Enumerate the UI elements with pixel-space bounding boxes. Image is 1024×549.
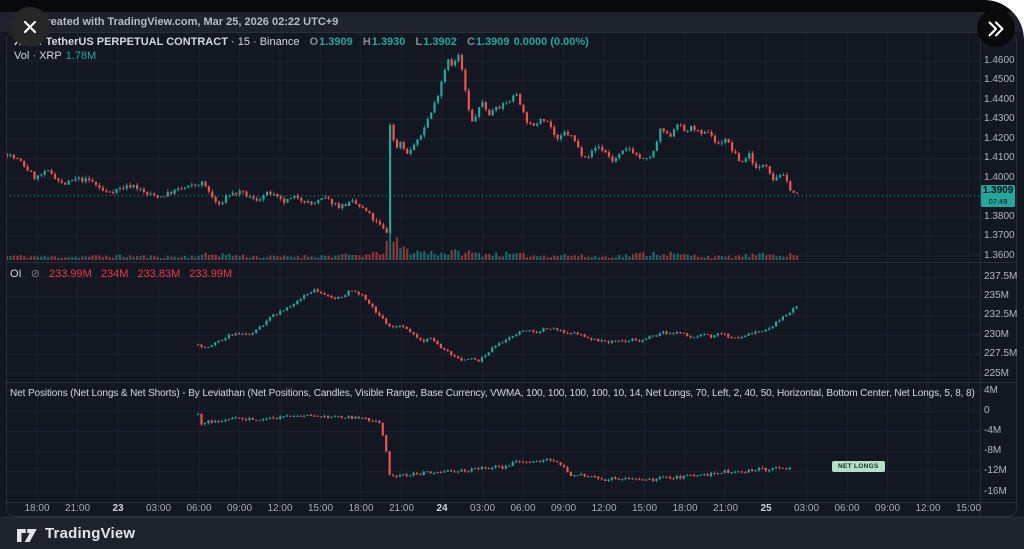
- time-tick-label: 09:00: [874, 503, 901, 514]
- time-tick-label: 12:00: [591, 503, 617, 514]
- collapse-panel-button[interactable]: [977, 9, 1015, 47]
- footer-bar: TradingView: [0, 517, 1024, 549]
- time-tick-label: 03:00: [145, 503, 172, 514]
- price-tick-label: 1.3700: [984, 230, 1015, 241]
- time-tick-label: 06:00: [186, 503, 212, 514]
- low-value: 1.3902: [423, 36, 457, 48]
- net-positions-title: Net Positions (Net Longs & Net Shorts) -…: [10, 388, 975, 399]
- open-label: O: [309, 36, 319, 48]
- hidden-value-icon: ⊘: [30, 268, 40, 280]
- time-tick-label: 12:00: [267, 503, 293, 514]
- time-tick-label: 15:00: [631, 503, 658, 514]
- bar-countdown: 07:49: [988, 196, 1008, 206]
- time-tick-label: 03:00: [469, 503, 496, 514]
- time-tick-label: 18:00: [348, 503, 374, 514]
- price-tick-label: 232.5M: [984, 309, 1018, 321]
- net-positions-legend: Net Positions (Net Longs & Net Shorts) -…: [10, 388, 976, 399]
- tradingview-logo-icon: [17, 528, 37, 542]
- price-tick-label: 1.4600: [984, 54, 1015, 66]
- oi-value: 233.83M: [137, 268, 181, 280]
- price-tick-label: 230M: [984, 328, 1010, 340]
- volume-value: 1.78M: [65, 50, 97, 62]
- attribution-bar: CVD created with TradingView.com, Mar 25…: [0, 12, 1024, 32]
- open-value: 1.3909: [319, 36, 353, 48]
- close-value: 1.3909: [475, 36, 510, 48]
- close-button[interactable]: [10, 7, 50, 47]
- net-longs-tag: NET LONGS: [832, 461, 885, 472]
- last-price-value: 1.3909: [982, 184, 1014, 196]
- price-tick-label: -12M: [984, 465, 1007, 477]
- price-tick-label: 1.4000: [984, 171, 1015, 183]
- price-tick-label: 1.4500: [984, 74, 1015, 85]
- price-tick-label: 1.4400: [984, 93, 1015, 105]
- time-tick-label: 25: [760, 503, 772, 514]
- price-tick-label: 1.4100: [984, 152, 1015, 163]
- open-interest-legend: OI ⊘ 233.99M 234M 233.83M 233.99M: [10, 267, 232, 280]
- time-tick-label: 15:00: [955, 503, 982, 514]
- oi-value: 234M: [100, 268, 129, 280]
- time-tick-label: 18:00: [672, 503, 698, 514]
- price-tick-label: 0: [984, 404, 990, 416]
- time-tick-label: 21:00: [64, 503, 91, 514]
- time-tick-label: 03:00: [793, 503, 820, 514]
- time-tick-label: 09:00: [550, 503, 577, 514]
- oi-value: 233.99M: [48, 268, 92, 280]
- last-price-badge: 1.3909 07:49: [981, 184, 1015, 207]
- volume-label: Vol · XRP: [14, 50, 62, 62]
- change-value: 0.0000 (0.00%): [513, 36, 589, 48]
- tradingview-wordmark: TradingView: [45, 525, 136, 542]
- time-tick-label: 24: [436, 503, 448, 514]
- price-tick-label: 1.3800: [984, 210, 1015, 222]
- price-tick-label: -8M: [984, 445, 1002, 457]
- price-tick-label: 4M: [984, 384, 998, 396]
- symbol-interval-exchange: · 15 · Binance: [230, 36, 300, 48]
- volume-legend: Vol · XRP 1.78M: [14, 50, 96, 62]
- price-tick-label: 237.5M: [984, 270, 1018, 282]
- price-tick-label: 235M: [984, 289, 1010, 301]
- attribution-text: CVD created with TradingView.com, Mar 25…: [14, 16, 339, 28]
- oi-label: OI: [10, 268, 22, 280]
- price-tick-label: 227.5M: [984, 348, 1018, 360]
- price-tick-label: 1.4300: [984, 113, 1015, 124]
- symbol-legend: XRP / TetherUS PERPETUAL CONTRACT · 15 ·…: [14, 36, 589, 48]
- price-tick-label: 225M: [984, 367, 1010, 379]
- time-tick-label: 18:00: [24, 503, 50, 514]
- symbol-title: XRP / TetherUS PERPETUAL CONTRACT: [14, 36, 228, 48]
- time-tick-label: 06:00: [834, 503, 860, 514]
- high-value: 1.3930: [371, 36, 406, 48]
- close-label: C: [466, 36, 475, 48]
- double-chevron-right-icon: [988, 21, 1004, 37]
- time-tick-label: 21:00: [712, 503, 739, 514]
- high-label: H: [362, 36, 371, 48]
- oi-value: 233.99M: [189, 268, 233, 280]
- time-tick-label: 12:00: [915, 503, 941, 514]
- time-tick-label: 09:00: [226, 503, 253, 514]
- price-tick-label: -16M: [984, 485, 1007, 497]
- top-strip: [0, 0, 1024, 12]
- price-tick-label: 1.3600: [984, 249, 1015, 261]
- price-tick-label: 1.4200: [984, 132, 1015, 144]
- time-tick-label: 23: [112, 503, 124, 514]
- low-label: L: [415, 36, 423, 48]
- time-tick-label: 06:00: [510, 503, 536, 514]
- price-tick-label: -4M: [984, 424, 1002, 436]
- close-icon: [23, 20, 37, 34]
- time-tick-label: 15:00: [307, 503, 334, 514]
- time-tick-label: 21:00: [388, 503, 415, 514]
